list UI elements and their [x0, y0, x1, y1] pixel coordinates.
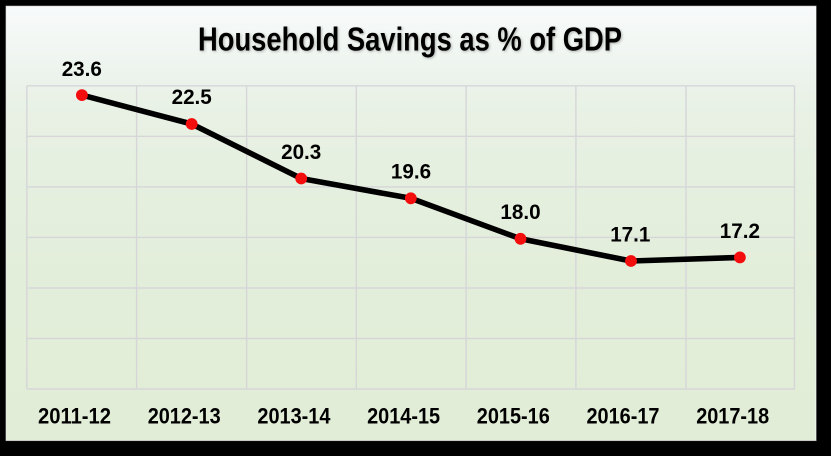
svg-text:17.2: 17.2 — [720, 220, 760, 243]
svg-text:19.6: 19.6 — [391, 160, 431, 183]
svg-text:22.5: 22.5 — [172, 86, 212, 109]
svg-text:2015-16: 2015-16 — [477, 404, 550, 429]
svg-text:2011-12: 2011-12 — [38, 404, 111, 429]
svg-text:2016-17: 2016-17 — [587, 404, 660, 429]
svg-text:20.3: 20.3 — [281, 141, 321, 164]
svg-text:Household Savings as % of GDP: Household Savings as % of GDP — [198, 22, 622, 59]
svg-text:17.1: 17.1 — [610, 224, 650, 247]
svg-text:2014-15: 2014-15 — [367, 404, 440, 429]
svg-text:2013-14: 2013-14 — [257, 404, 331, 429]
svg-text:23.6: 23.6 — [62, 58, 102, 81]
svg-text:2017-18: 2017-18 — [696, 404, 769, 429]
svg-text:18.0: 18.0 — [500, 201, 540, 224]
svg-text:2012-13: 2012-13 — [148, 404, 221, 429]
